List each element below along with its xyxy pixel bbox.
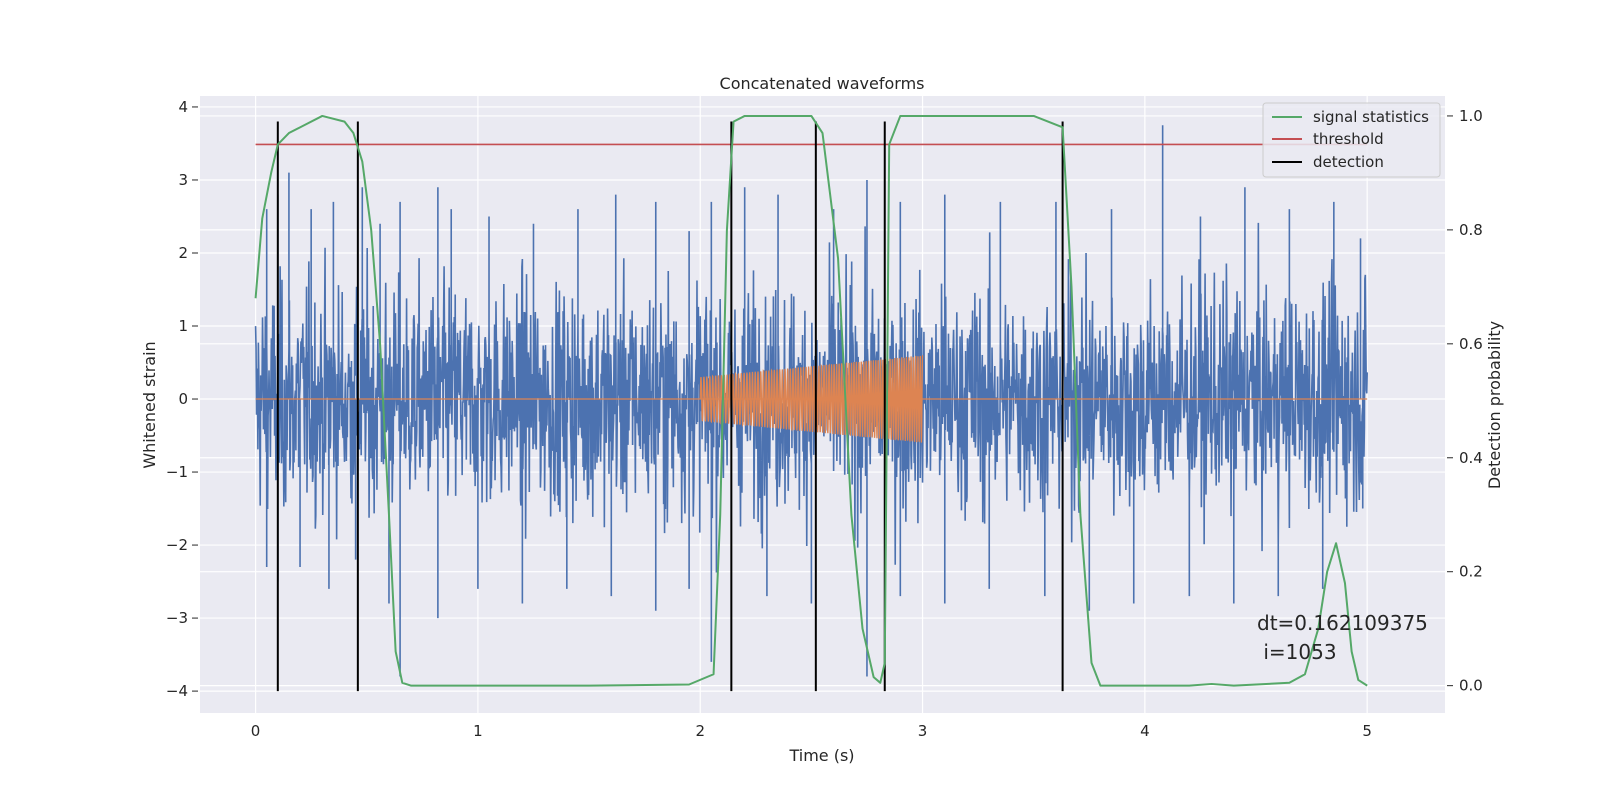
x-tick-label-1: 1 — [473, 722, 483, 740]
y2-tick-label-0: 0.0 — [1459, 677, 1483, 695]
legend-label-threshold: threshold — [1313, 130, 1384, 148]
chart-title: Concatenated waveforms — [720, 74, 925, 93]
signal-statistics-series — [254, 114, 1368, 687]
y-tick-label-2: −2 — [166, 536, 188, 554]
y2-tick-label-1: 0.2 — [1459, 563, 1483, 581]
y-tick-label-4: 0 — [178, 390, 188, 408]
x-tick-label-5: 5 — [1362, 722, 1372, 740]
y-tick-label-8: 4 — [178, 98, 188, 116]
y-tick-label-7: 3 — [178, 171, 188, 189]
y-tick-label-1: −3 — [166, 609, 188, 627]
x-tick-label-3: 3 — [918, 722, 928, 740]
annotation-index: i=1053 — [1257, 640, 1337, 664]
annotation-dt: dt=0.162109375 — [1257, 611, 1428, 635]
legend: signal statistics threshold detection — [1262, 102, 1441, 178]
signal-statistics-line — [254, 114, 1368, 687]
x-axis-title: Time (s) — [788, 746, 854, 765]
y2-tick-label-2: 0.4 — [1459, 449, 1483, 467]
detection-lines — [276, 121, 1064, 692]
y2-tick-label-4: 0.8 — [1459, 221, 1483, 239]
y2-tick-label-3: 0.6 — [1459, 335, 1483, 353]
x-tick-label-2: 2 — [695, 722, 705, 740]
y-tick-label-5: 1 — [178, 317, 188, 335]
x-tick-label-0: 0 — [251, 722, 261, 740]
x-tick-label-4: 4 — [1140, 722, 1150, 740]
y-tick-label-3: −1 — [166, 463, 188, 481]
axes: 0 1 2 3 4 5 −4 −3 −2 −1 0 1 2 3 4 0.0 0.2 0.4 0.6 0.8 1.0 — [166, 98, 1483, 740]
legend-label-signal: signal statistics — [1313, 108, 1429, 126]
y-tick-label-0: −4 — [166, 682, 188, 700]
y2-axis-title: Detection probability — [1485, 321, 1504, 489]
y-axis-title: Whitened strain — [140, 341, 159, 468]
y2-tick-label-5: 1.0 — [1459, 107, 1483, 125]
legend-label-detection: detection — [1313, 153, 1384, 171]
y-tick-label-6: 2 — [178, 244, 188, 262]
legend-box — [1262, 102, 1441, 178]
